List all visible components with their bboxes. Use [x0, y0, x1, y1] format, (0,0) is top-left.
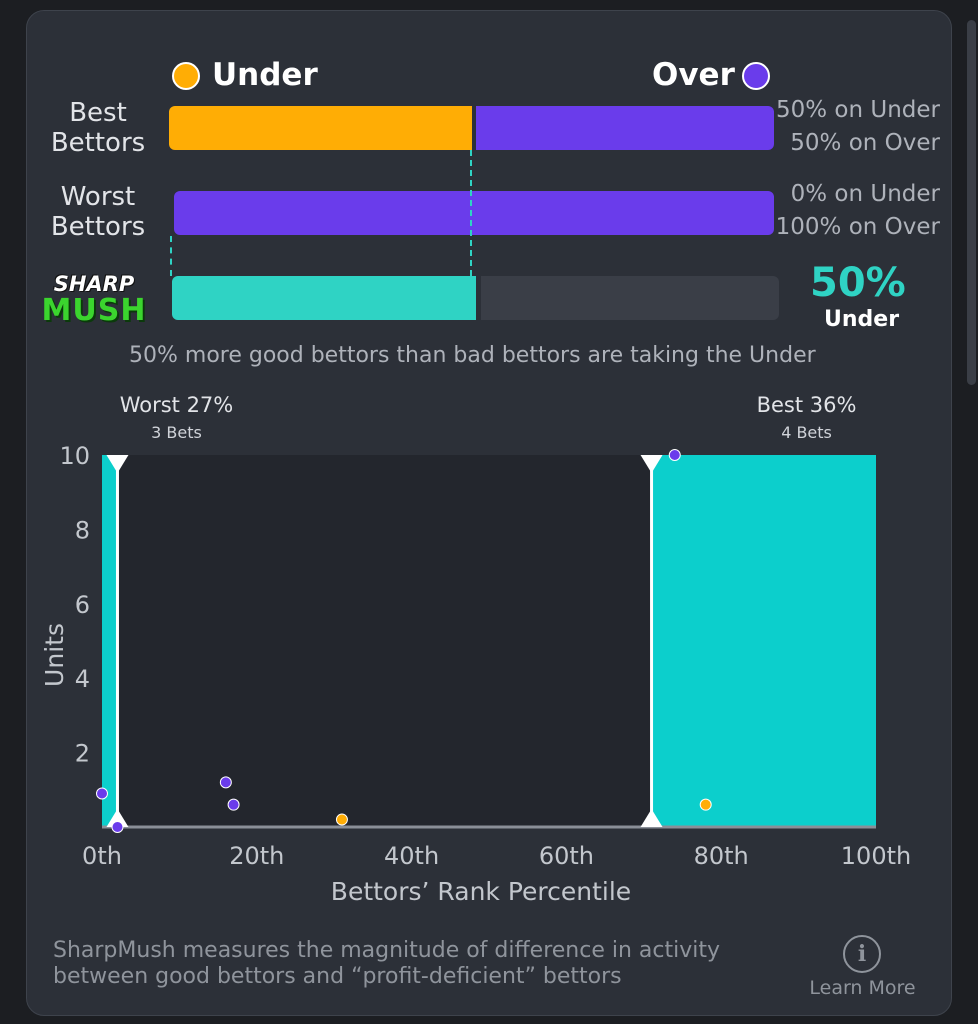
sharpmush-fill — [172, 276, 476, 320]
y-tick-label: 8 — [75, 516, 90, 544]
sharpmush-side: Under — [824, 307, 900, 332]
y-tick-label: 10 — [59, 442, 90, 470]
best-boundary-bottom-marker — [640, 809, 663, 827]
under-bet-point — [335, 813, 348, 826]
x-tick-label: 0th — [82, 842, 122, 870]
worst-bettors-under-text: 0% on Under — [790, 181, 940, 207]
worst-bettors-bar[interactable] — [174, 191, 774, 235]
over-bet-point — [227, 798, 240, 811]
best-bettors-under-segment — [169, 106, 472, 150]
sharpmush-fill-gap — [475, 276, 481, 320]
under-legend-label: Under — [212, 57, 318, 93]
worst-boundary-top-marker — [106, 455, 129, 473]
footer-line1: SharpMush measures the magnitude of diff… — [53, 938, 720, 963]
worst-region-bets: 3 Bets — [151, 423, 202, 442]
learn-more-link[interactable]: Learn More — [809, 977, 916, 999]
best-bettors-bar[interactable] — [169, 106, 774, 150]
y-tick-label: 2 — [75, 740, 90, 768]
worst-region-label: Worst 27% — [120, 393, 234, 417]
x-tick-label: 80th — [694, 842, 749, 870]
over-bet-point — [96, 787, 108, 800]
best-split-connector — [470, 150, 472, 276]
summary-text: 50% more good bettors than bad bettors a… — [129, 343, 816, 368]
worst-boundary-bottom-marker — [106, 809, 129, 827]
best-bettors-pct: 50% on Under 50% on Over — [776, 94, 940, 160]
x-tick-label: 20th — [229, 842, 284, 870]
x-tick-label: 100th — [841, 842, 911, 870]
worst-bettors-label-line2: Bettors — [50, 212, 146, 242]
over-bet-point — [219, 776, 232, 789]
scrollbar[interactable] — [967, 20, 976, 385]
sharpmush-logo-top: SHARP — [53, 272, 135, 296]
over-bet-point — [111, 821, 124, 833]
y-tick-label: 4 — [75, 665, 90, 693]
x-axis-label: Bettors’ Rank Percentile — [331, 877, 631, 906]
y-tick-label: 6 — [75, 591, 90, 619]
over-legend-dot — [742, 62, 770, 90]
best-bettors-label-line1: Best — [69, 98, 127, 128]
sharpmush-logo-bottom: MUSH — [41, 293, 147, 328]
footer-description: SharpMush measures the magnitude of diff… — [53, 938, 720, 990]
worst-bettors-over-segment — [174, 191, 774, 235]
best-region-area — [651, 455, 876, 827]
sharpmush-logo: SHARP MUSH — [36, 272, 152, 334]
sharpmush-bar[interactable] — [172, 276, 779, 320]
best-region-label: Best 36% — [757, 393, 857, 417]
best-bettors-label: Best Bettors — [38, 98, 158, 158]
worst-split-connector — [170, 236, 172, 276]
worst-region-area — [102, 455, 118, 827]
under-legend-dot — [172, 62, 200, 90]
best-boundary-top-marker — [640, 455, 663, 473]
over-legend-label: Over — [652, 57, 735, 93]
under-bet-point — [699, 798, 712, 811]
best-bettors-over-text: 50% on Over — [790, 130, 940, 156]
worst-bettors-label-line1: Worst — [60, 182, 136, 212]
y-axis-label: Units — [40, 623, 69, 687]
best-bettors-label-line2: Bettors — [50, 128, 146, 158]
x-tick-label: 40th — [384, 842, 439, 870]
worst-bettors-pct: 0% on Under 100% on Over — [776, 178, 940, 244]
worst-bettors-label: Worst Bettors — [38, 182, 158, 242]
best-bettors-under-text: 50% on Under — [775, 97, 940, 123]
x-tick-label: 60th — [539, 842, 594, 870]
worst-bettors-over-text: 100% on Over — [775, 214, 940, 240]
over-bet-point — [668, 449, 681, 461]
best-region-bets: 4 Bets — [781, 423, 832, 442]
footer-line2: between good bettors and “profit-deficie… — [53, 964, 622, 989]
best-bettors-over-segment — [475, 106, 774, 150]
sharpmush-value: 50% — [810, 260, 906, 306]
info-icon[interactable]: i — [843, 935, 881, 973]
